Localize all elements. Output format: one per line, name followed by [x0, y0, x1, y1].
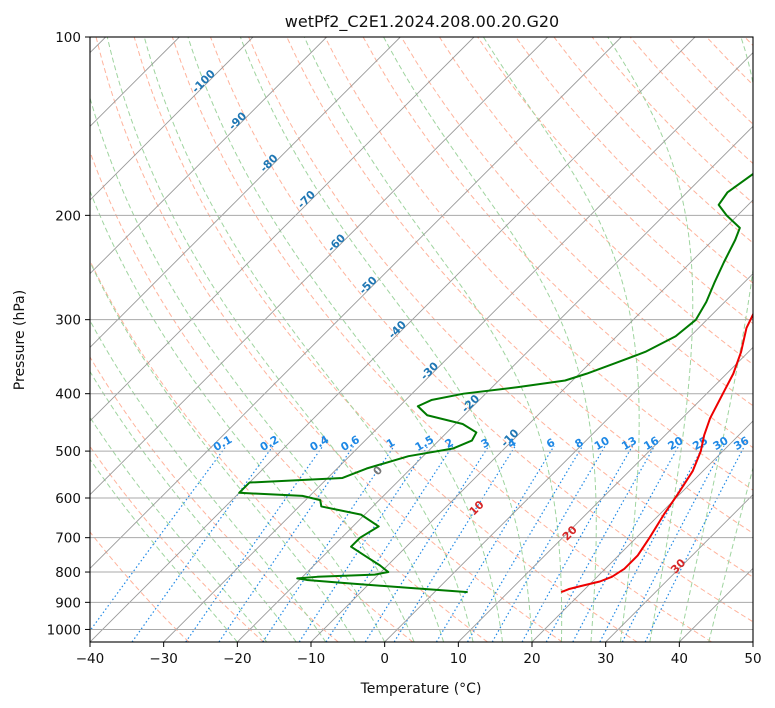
plot-frame — [89, 36, 754, 643]
mixing-ratio-line — [185, 445, 324, 642]
mixing-ratio-line — [644, 445, 746, 642]
sounding-traces — [238, 172, 753, 594]
moist-adiabat-line — [383, 37, 597, 642]
dewpoint-trace — [238, 172, 753, 594]
dry-adiabat-line — [90, 150, 488, 642]
dry-adiabat-line — [439, 37, 753, 366]
y-tick-label: 600 — [55, 491, 81, 507]
pressure-gridlines — [90, 37, 753, 630]
chart-title: wetPf2_C2E1.2024.208.00.20.G20 — [285, 12, 559, 32]
x-tick-label: 20 — [523, 651, 540, 667]
isotherm-line — [90, 37, 254, 201]
moist-adiabat-line — [90, 189, 386, 642]
dry-adiabat-line — [90, 531, 190, 642]
moist-adiabat-line — [90, 260, 356, 642]
mixing-ratio-lines — [90, 445, 746, 642]
x-tick-label: −40 — [76, 651, 105, 667]
isotherm-line — [90, 37, 475, 422]
isotherm-line — [90, 37, 622, 569]
isotherm-line — [237, 125, 753, 642]
moist-adiabat-line — [482, 37, 640, 642]
x-tick-label: −20 — [223, 651, 252, 667]
y-tick-label: 500 — [55, 444, 81, 460]
moist-adiabat-line — [143, 37, 474, 642]
x-tick-label: 10 — [450, 651, 467, 667]
x-tick-label: 30 — [597, 651, 614, 667]
moist-adiabat-line — [90, 416, 268, 642]
moist-adiabat-line — [90, 319, 327, 642]
y-tick-label: 1000 — [47, 622, 81, 638]
y-tick-label: 700 — [55, 531, 81, 547]
y-axis-label: Pressure (hPa) — [12, 290, 28, 390]
x-axis-ticks: −40 −30 −20 −10 0 10 20 30 40 50 — [76, 642, 762, 667]
mixing-ratio-line — [298, 445, 429, 642]
isotherms — [90, 37, 753, 642]
dry-adiabats — [90, 37, 753, 642]
isotherm-line — [458, 346, 753, 642]
isotherm-line — [605, 494, 753, 642]
y-tick-label: 800 — [55, 565, 81, 581]
mixing-ratio-line — [218, 445, 355, 642]
y-axis-ticks: 1000 900 800 700 600 500 400 300 200 100 — [47, 30, 90, 638]
y-tick-label: 200 — [55, 208, 81, 224]
y-tick-label: 100 — [55, 30, 81, 46]
moist-adiabat-line — [106, 37, 445, 642]
dry-adiabat-line — [248, 37, 753, 578]
x-tick-label: 40 — [671, 651, 688, 667]
moist-adiabat-line — [678, 37, 753, 642]
mixing-ratio-line — [466, 445, 584, 642]
mixing-ratio-line — [393, 445, 516, 642]
dry-adiabat-line — [210, 37, 753, 623]
y-tick-label: 300 — [55, 313, 81, 329]
mixing-ratio-line — [545, 445, 656, 642]
moist-adiabat-line — [708, 466, 753, 642]
x-tick-label: −30 — [149, 651, 178, 667]
x-tick-label: −10 — [297, 651, 326, 667]
mixing-ratio-line — [435, 445, 555, 642]
mixing-ratio-line — [325, 445, 454, 642]
x-axis-label: Temperature (°C) — [360, 681, 482, 697]
isotherm-line — [163, 52, 753, 642]
dry-adiabat-line — [95, 37, 563, 642]
dry-adiabat-line — [515, 37, 753, 284]
dry-adiabat-line — [171, 37, 712, 642]
mixing-ratio-line — [131, 445, 274, 642]
dry-adiabat-line — [90, 445, 264, 642]
mixing-ratio-line — [262, 445, 395, 642]
dry-adiabat-line — [90, 356, 339, 642]
moist-adiabat-line — [187, 37, 504, 642]
moist-adiabat-line — [239, 37, 533, 642]
dry-adiabat-line — [133, 37, 638, 642]
moist-adiabat-line — [303, 37, 563, 642]
y-tick-label: 400 — [55, 387, 81, 403]
isotherm-line — [90, 37, 548, 496]
isotherm-line — [90, 37, 327, 275]
moist-adiabat-line — [607, 37, 694, 642]
isotherm-line — [310, 199, 753, 642]
mixing-ratio-line — [621, 445, 725, 642]
plot-area: -100-90-80-70-60-50-40-30-20-100.1 0.2 0.4… — [90, 37, 753, 642]
x-tick-label: 50 — [744, 651, 761, 667]
mixing-ratio-line — [521, 445, 634, 642]
isotherm-line — [531, 420, 753, 642]
y-tick-label: 900 — [55, 595, 81, 611]
isotherm-line — [90, 37, 401, 348]
temperature-trace — [560, 312, 753, 594]
dry-adiabat-line — [400, 37, 753, 407]
mixing-ratio-line — [364, 445, 490, 642]
moist-adiabat-line — [90, 458, 238, 642]
dry-adiabat-line — [324, 37, 753, 491]
moist-adiabats — [90, 37, 753, 642]
isotherm-line — [90, 37, 696, 642]
x-tick-label: 0 — [380, 651, 389, 667]
isotherm-line — [384, 273, 753, 642]
